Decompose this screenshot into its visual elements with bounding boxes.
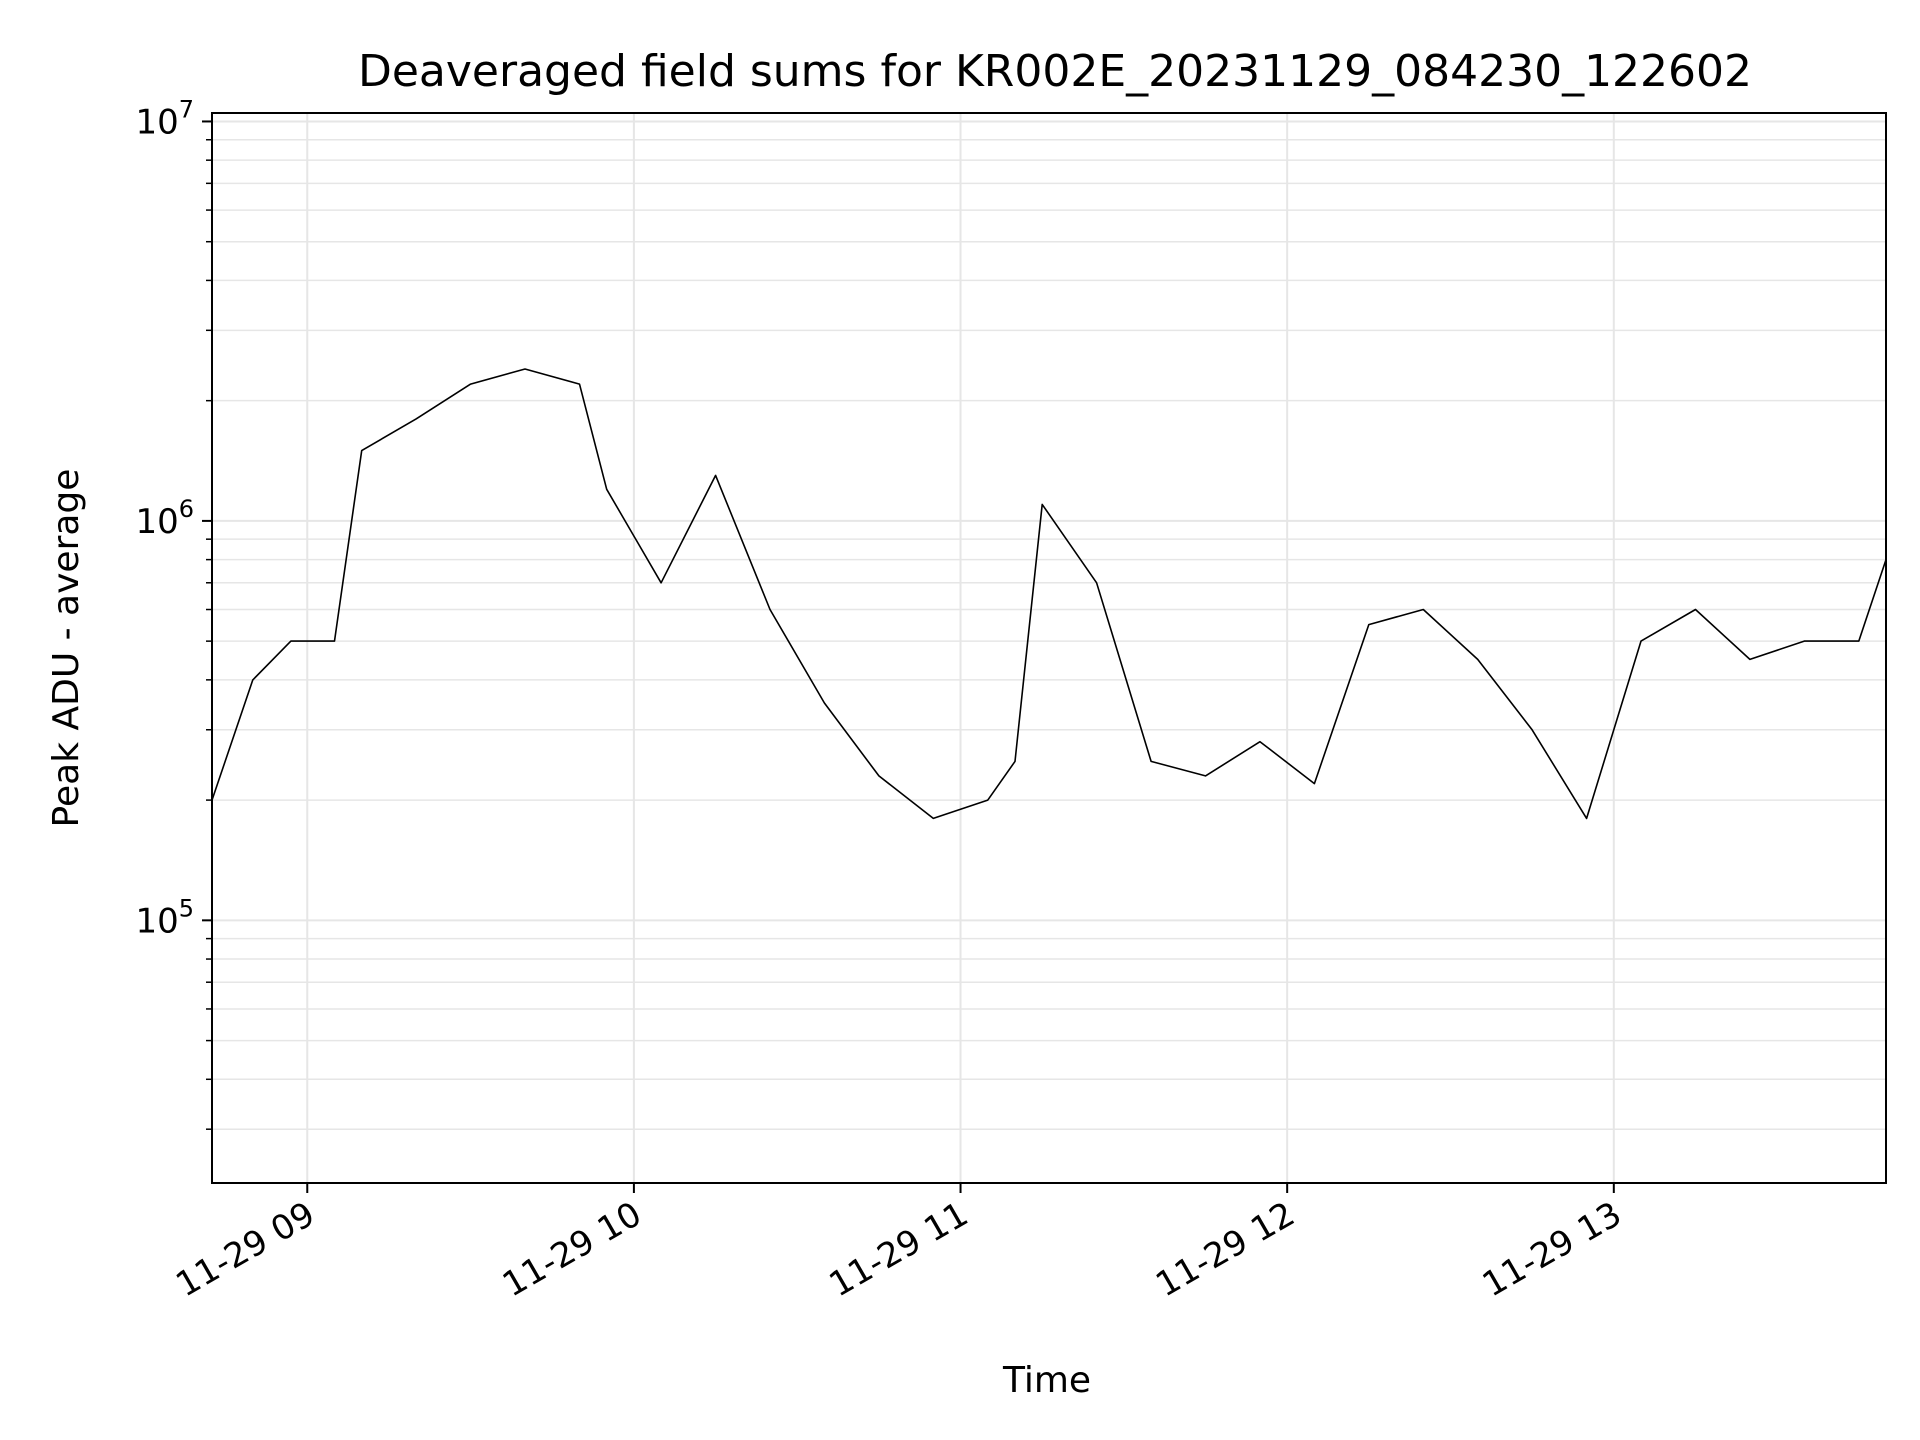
y-tick-label: 105 (135, 894, 194, 941)
x-axis-label: Time (1002, 1360, 1091, 1401)
chart-title: Deaveraged field sums for KR002E_2023112… (358, 46, 1752, 97)
y-tick-label: 107 (135, 95, 194, 142)
plot-line (211, 368, 1887, 820)
series-line (211, 368, 1887, 820)
grid (212, 113, 1886, 1183)
y-tick-label: 106 (135, 495, 194, 542)
y-axis: 105 106 107 (135, 95, 212, 1130)
y-axis-label: Peak ADU - average (46, 469, 87, 828)
plot-frame (211, 112, 1887, 1184)
